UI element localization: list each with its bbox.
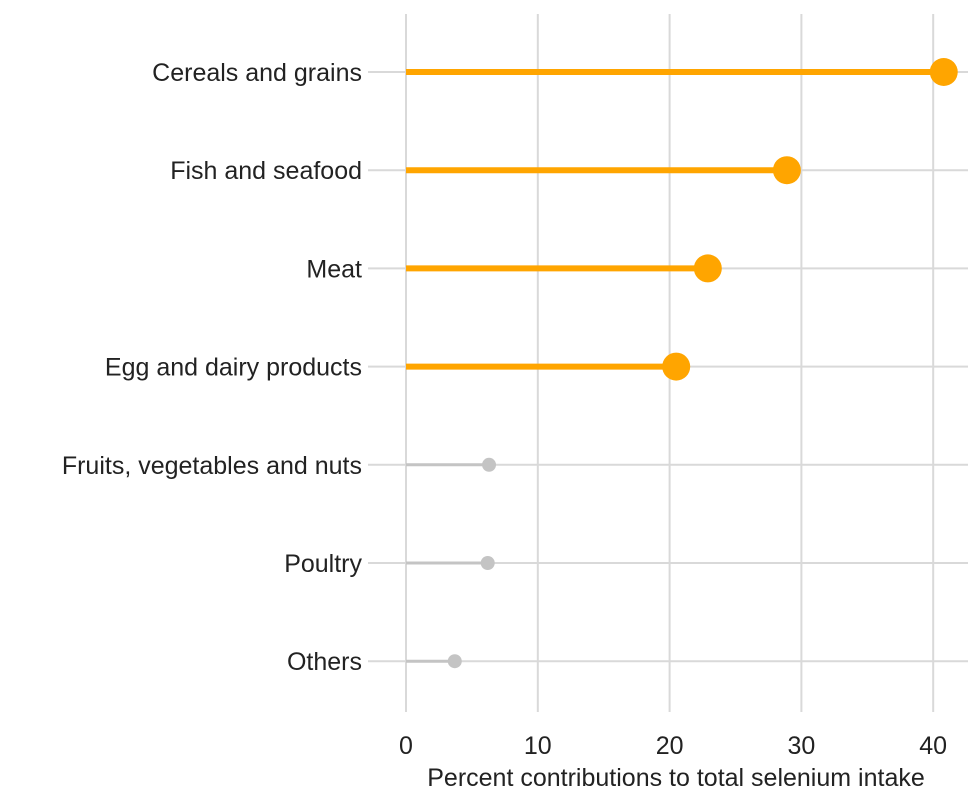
category-label: Others [287,648,362,676]
category-label: Meat [306,255,362,283]
lollipop-dot [693,254,722,283]
x-tick-label-0: 0 [399,732,413,760]
lollipop-dot [772,156,801,185]
category-label: Poultry [284,550,362,578]
lollipop-dots [447,58,958,669]
lollipop-dot [482,457,497,472]
category-label: Fish and seafood [170,157,362,185]
lollipop-stems [406,69,944,663]
x-tick-labels: 0 10 20 30 40 [399,732,947,760]
lollipop-dot [929,58,958,86]
category-label: Egg and dairy products [105,354,362,382]
lollipop-dot [480,556,495,570]
lollipop-dot [662,352,691,381]
x-tick-label-20: 20 [656,732,684,760]
x-axis-title: Percent contributions to total selenium … [427,764,925,792]
category-label: Fruits, vegetables and nuts [62,452,362,480]
category-label: Cereals and grains [152,59,362,87]
x-tick-label-10: 10 [524,732,552,760]
category-labels: Cereals and grains Fish and seafood Meat Eg… [62,59,363,676]
lollipop-dot [447,654,462,669]
x-tick-label-40: 40 [919,732,947,760]
x-tick-label-30: 30 [787,732,815,760]
